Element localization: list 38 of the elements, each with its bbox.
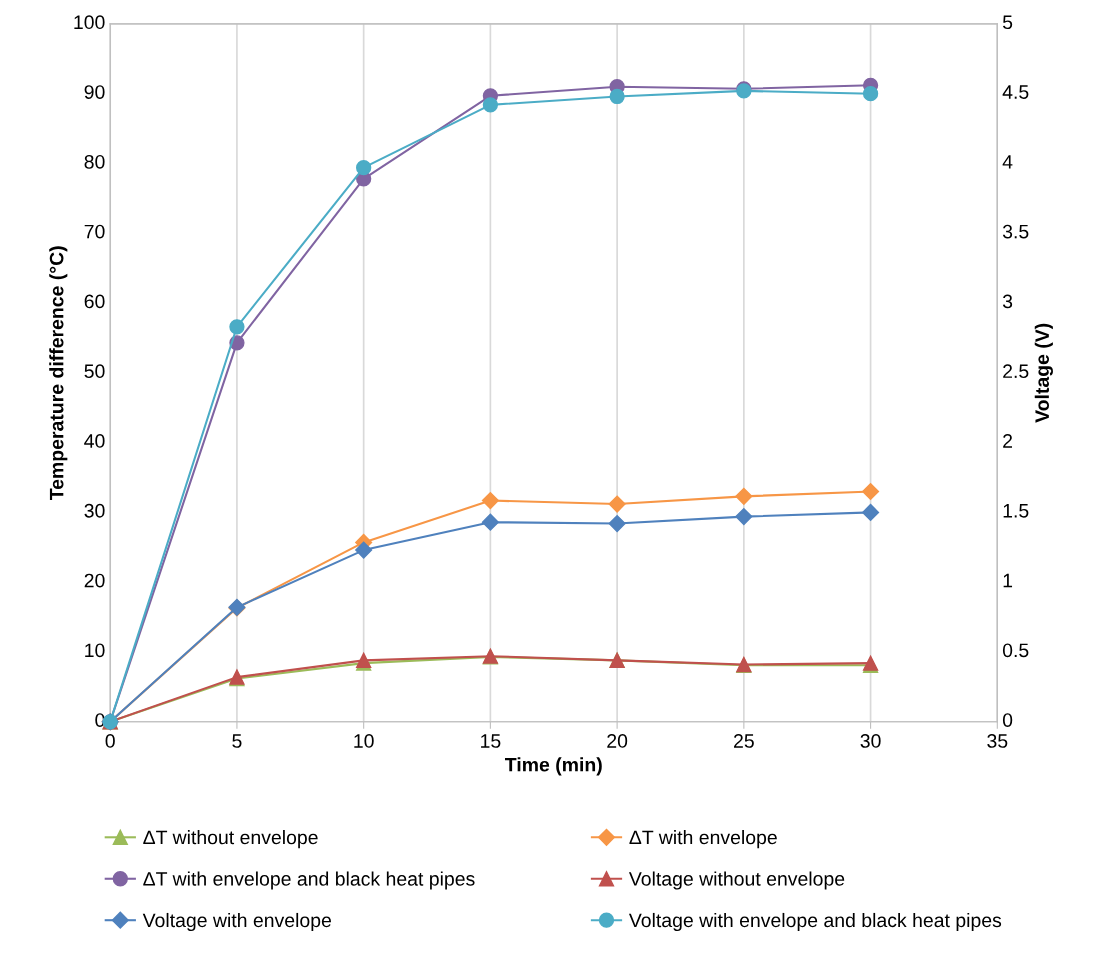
x-tick-label: 30 xyxy=(860,734,881,748)
x-tick-label: 25 xyxy=(734,734,754,748)
x-tick-label: 10 xyxy=(354,734,374,748)
y-tick-label: 90 xyxy=(84,85,105,99)
y-tick-label: 80 xyxy=(84,154,105,169)
y2-tick-label: 0.5 xyxy=(1002,643,1029,658)
x-tick-label: 15 xyxy=(481,734,501,748)
y-tick-label: 100 xyxy=(74,15,105,30)
legend-label: Voltage without envelope xyxy=(628,871,845,890)
y2-tick-label: 4 xyxy=(1002,155,1013,169)
y2-tick-label: 3.5 xyxy=(1002,224,1029,239)
y2-tick-label: 3 xyxy=(1002,294,1013,309)
y-tick-label: 50 xyxy=(84,364,105,379)
y2-tick-label: 4.5 xyxy=(1002,85,1029,99)
y-tick-label: 70 xyxy=(84,224,105,239)
legend-label: Voltage with envelope xyxy=(142,912,331,932)
legend-label: Voltage with envelope and black heat pipes xyxy=(628,912,1002,932)
x-axis-title: Time (min) xyxy=(504,757,602,776)
y-tick-label: 10 xyxy=(85,643,105,658)
y2-tick-label: 5 xyxy=(1002,15,1013,30)
y-tick-label: 60 xyxy=(84,294,105,309)
y2-axis-title: Voltage (V) xyxy=(1034,323,1053,423)
y2-tick-label: 1.5 xyxy=(1003,504,1029,518)
x-tick-label: 5 xyxy=(232,734,242,748)
y-tick-label: 40 xyxy=(84,434,105,448)
y-tick-label: 30 xyxy=(84,503,105,518)
y-axis-title: Temperature difference (°C) xyxy=(49,246,68,501)
y-tick-label: 20 xyxy=(84,573,105,588)
legend-label: ΔT with envelope xyxy=(629,830,777,849)
y2-tick-label: 1 xyxy=(1003,573,1013,588)
y2-tick-label: 0 xyxy=(1002,713,1013,727)
x-tick-label: 20 xyxy=(607,734,628,748)
y2-tick-label: 2 xyxy=(1003,434,1013,448)
x-tick-label: 35 xyxy=(987,734,1008,748)
x-tick-label: 0 xyxy=(105,734,115,748)
legend-label: ΔT without envelope xyxy=(143,830,318,849)
y2-tick-label: 2.5 xyxy=(1003,364,1029,379)
legend-label: ΔT with envelope and black heat pipes xyxy=(143,871,475,890)
